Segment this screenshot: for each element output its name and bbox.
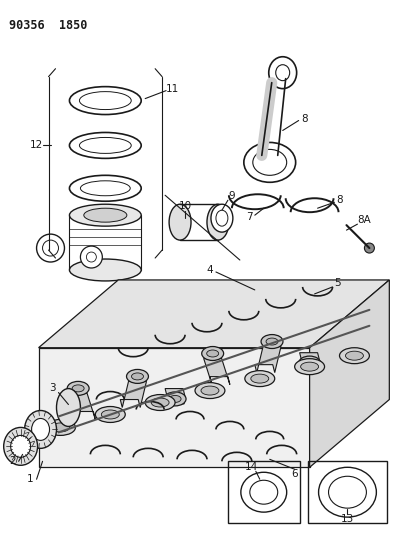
Ellipse shape [46,419,75,435]
Polygon shape [310,280,389,467]
Ellipse shape [127,369,148,383]
Text: 90356  1850: 90356 1850 [9,19,87,32]
Text: 13: 13 [341,514,354,524]
Ellipse shape [201,386,219,395]
Ellipse shape [245,370,275,386]
Polygon shape [120,382,147,408]
Ellipse shape [4,427,38,465]
Polygon shape [38,280,389,348]
Ellipse shape [69,87,141,115]
Polygon shape [38,348,310,467]
Text: 8A: 8A [358,215,371,225]
Ellipse shape [251,374,269,383]
Bar [308,462,387,523]
Text: 8: 8 [301,114,308,124]
Text: 10: 10 [179,201,192,211]
Text: 7: 7 [246,212,253,222]
Ellipse shape [169,204,191,240]
Text: 11: 11 [166,84,179,94]
Ellipse shape [216,210,228,226]
Text: 3: 3 [49,383,56,393]
Text: 14: 14 [245,462,259,472]
Ellipse shape [51,423,69,432]
Ellipse shape [241,472,287,512]
Ellipse shape [266,338,278,345]
Ellipse shape [67,382,89,395]
Ellipse shape [299,356,321,370]
Ellipse shape [11,435,30,457]
Ellipse shape [131,373,143,380]
Ellipse shape [207,350,219,357]
Text: 9: 9 [228,191,235,201]
Bar [228,462,300,523]
Ellipse shape [261,335,283,349]
Polygon shape [69,393,95,419]
Text: 8: 8 [336,195,343,205]
Ellipse shape [42,240,59,256]
Ellipse shape [80,181,130,196]
Ellipse shape [211,204,233,232]
Ellipse shape [57,389,80,426]
Text: 1: 1 [27,474,34,484]
Ellipse shape [364,243,374,253]
Polygon shape [300,353,320,368]
Ellipse shape [269,56,297,88]
Ellipse shape [164,392,186,406]
Text: 5: 5 [334,278,341,288]
Ellipse shape [301,362,318,371]
Ellipse shape [250,480,278,504]
Ellipse shape [195,383,225,399]
Ellipse shape [318,467,376,517]
Polygon shape [255,346,281,373]
Ellipse shape [32,418,50,440]
Polygon shape [204,359,230,385]
Ellipse shape [169,395,181,402]
Ellipse shape [69,133,141,158]
Ellipse shape [145,394,175,410]
Ellipse shape [69,259,141,281]
Ellipse shape [69,175,141,201]
Ellipse shape [339,348,369,364]
Ellipse shape [25,410,57,448]
Ellipse shape [86,252,96,262]
Text: 2: 2 [10,456,16,466]
Ellipse shape [80,92,131,110]
Ellipse shape [95,407,125,423]
Ellipse shape [202,346,224,360]
Ellipse shape [101,410,119,419]
Ellipse shape [36,234,65,262]
Text: 6: 6 [291,469,298,479]
Ellipse shape [84,208,127,222]
Ellipse shape [244,142,296,182]
Ellipse shape [69,204,141,226]
Ellipse shape [345,351,364,360]
Text: 12: 12 [30,140,43,150]
Ellipse shape [329,477,366,508]
Ellipse shape [304,360,316,367]
Ellipse shape [276,64,290,80]
Ellipse shape [80,138,131,154]
Ellipse shape [295,359,325,375]
Text: 4: 4 [207,265,213,275]
Ellipse shape [151,398,169,407]
Ellipse shape [207,204,229,240]
Ellipse shape [80,246,102,268]
Ellipse shape [72,385,84,392]
Polygon shape [165,389,185,404]
Ellipse shape [253,149,287,175]
